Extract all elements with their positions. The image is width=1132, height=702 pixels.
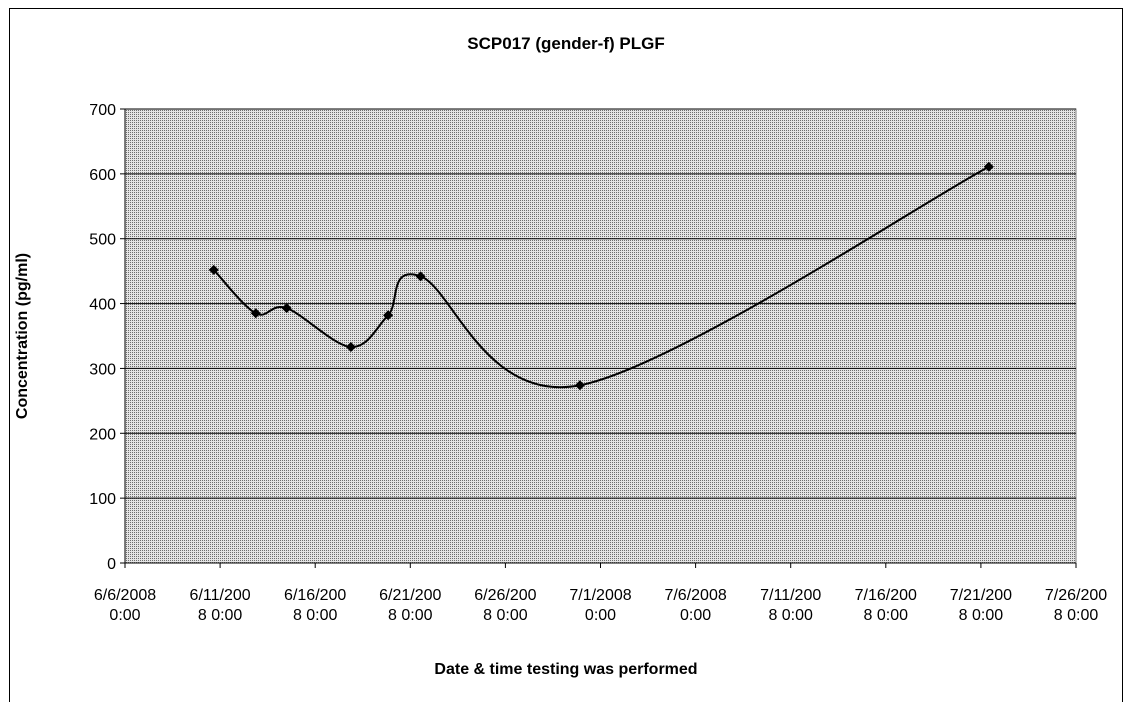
data-line (213, 165, 990, 389)
data-point (345, 342, 356, 353)
data-point (208, 264, 219, 275)
data-point (415, 271, 426, 282)
data-point (383, 310, 394, 321)
chart-title: SCP017 (gender-f) PLGF (467, 34, 664, 53)
y-tick-label: 500 (89, 232, 116, 249)
x-tick-label: 6/16/2008 0:00 (284, 587, 347, 624)
x-tick-label: 7/11/2008 0:00 (760, 587, 822, 624)
data-point (281, 303, 292, 314)
x-tick-label: 7/21/2008 0:00 (949, 587, 1013, 624)
x-tick-label: 7/26/2008 0:00 (1044, 587, 1108, 624)
y-tick-label: 600 (89, 167, 116, 184)
x-tick-label: 7/1/2008 0:00 (569, 587, 632, 624)
x-tick-label: 7/16/2008 0:00 (854, 587, 917, 624)
x-tick-label: 7/6/2008 0:00 (664, 587, 727, 624)
x-tick-label: 6/11/2008 0:00 (189, 587, 251, 624)
x-axis-label: Date & time testing was performed (434, 661, 697, 678)
plot-area (124, 108, 1077, 564)
x-tick-label: 6/26/2008 0:00 (474, 587, 537, 624)
y-tick-label: 700 (89, 102, 116, 119)
x-tick-label: 6/6/2008 0:00 (93, 587, 157, 624)
y-tick-label: 100 (89, 491, 116, 508)
y-tick-label: 300 (89, 361, 116, 378)
data-point (250, 308, 261, 319)
x-tick-label: 6/21/2008 0:00 (379, 587, 442, 624)
y-tick-label: 0 (107, 556, 116, 573)
data-point (983, 161, 994, 172)
y-tick-label: 400 (89, 297, 116, 314)
data-point (574, 380, 585, 391)
y-axis-label: Concentration (pg/ml) (14, 253, 31, 419)
y-tick-label: 200 (89, 426, 116, 443)
